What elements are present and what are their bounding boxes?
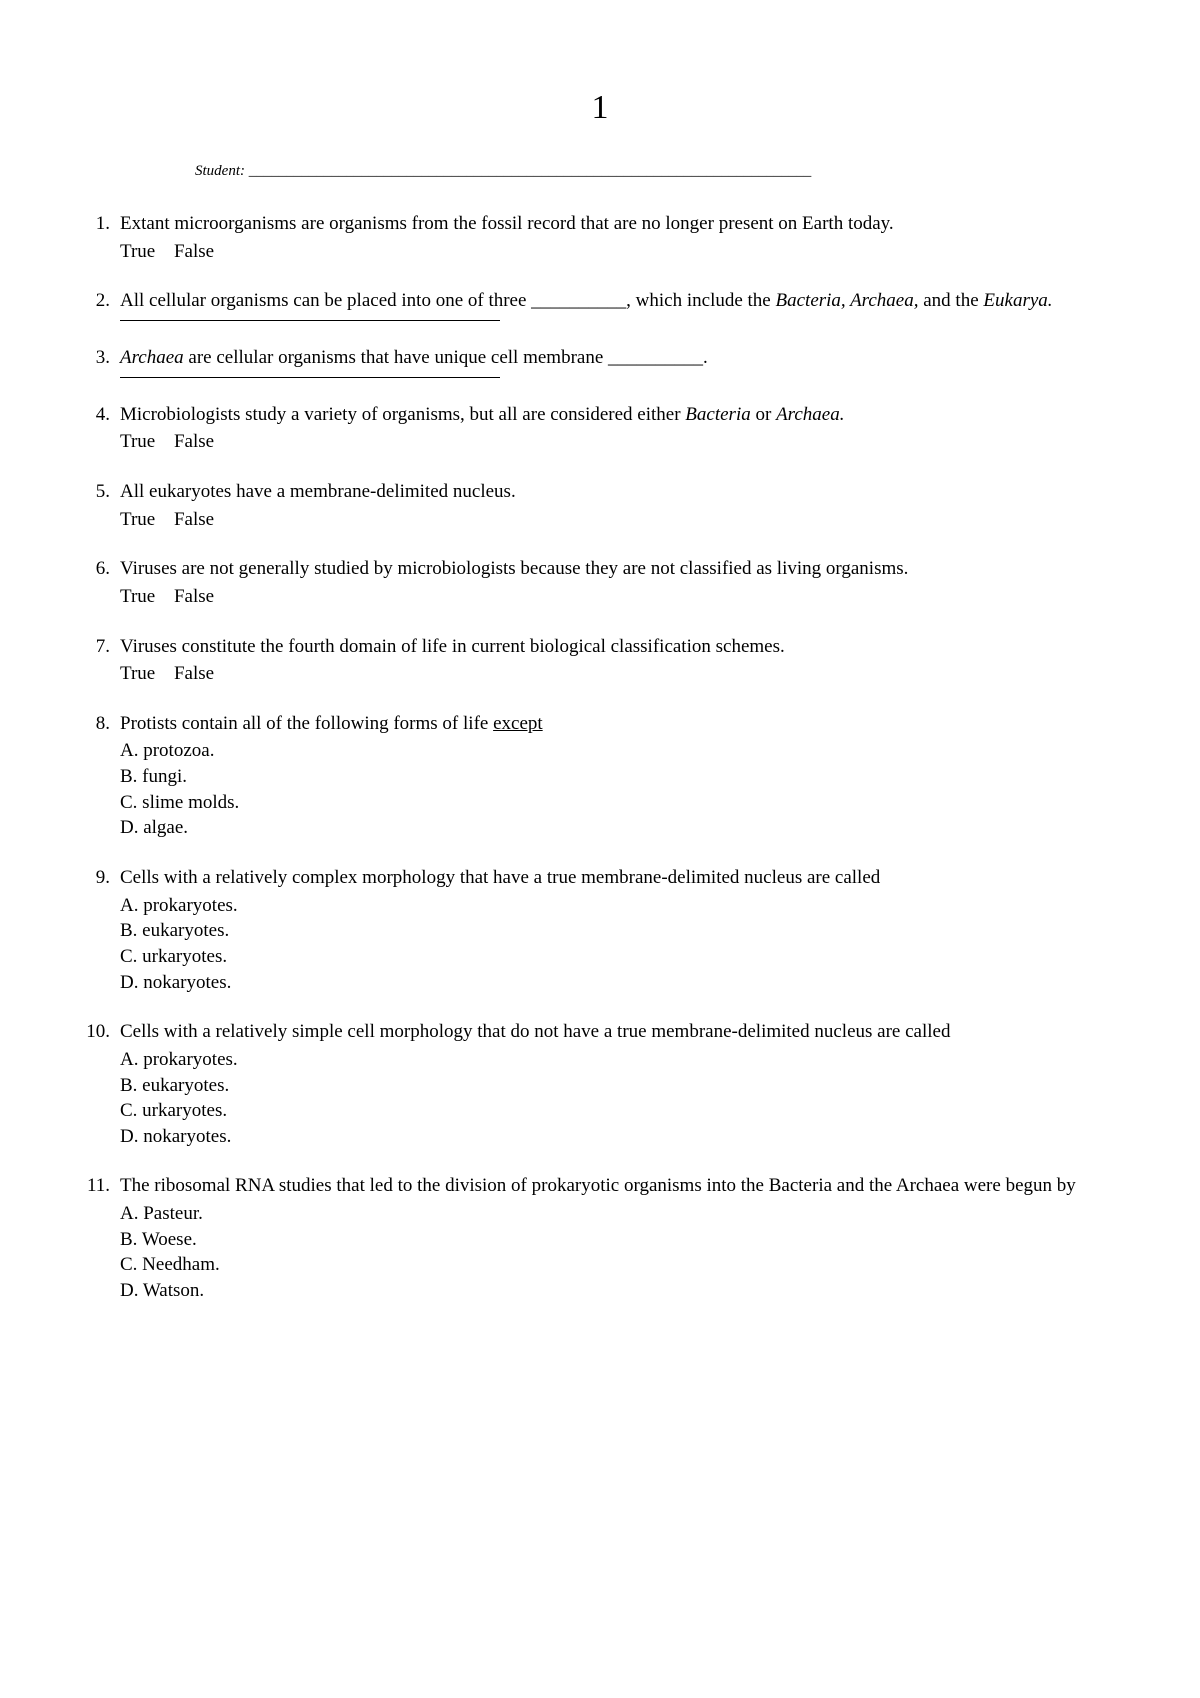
true-false-options: True False <box>120 661 1130 687</box>
text-part: and the <box>919 290 984 311</box>
question-1: Extant microorganisms are organisms from… <box>70 211 1130 264</box>
option-d[interactable]: D. nokaryotes. <box>120 970 1130 996</box>
italic-text: Archaea. <box>776 404 844 425</box>
option-false[interactable]: False <box>174 663 214 684</box>
mc-options: A. Pasteur. B. Woese. C. Needham. D. Wat… <box>120 1201 1130 1304</box>
page-number: 1 <box>70 85 1130 131</box>
true-false-options: True False <box>120 429 1130 455</box>
option-b[interactable]: B. Woese. <box>120 1227 1130 1253</box>
question-text: Viruses are not generally studied by mic… <box>120 556 1130 582</box>
option-c[interactable]: C. urkaryotes. <box>120 1098 1130 1124</box>
option-true[interactable]: True <box>120 663 155 684</box>
option-c[interactable]: C. Needham. <box>120 1252 1130 1278</box>
question-text: Protists contain all of the following fo… <box>120 711 1130 737</box>
question-10: Cells with a relatively simple cell morp… <box>70 1019 1130 1149</box>
student-field-label: Student: _______________________________… <box>195 161 1130 181</box>
question-text: All cellular organisms can be placed int… <box>120 288 1130 314</box>
option-d[interactable]: D. nokaryotes. <box>120 1124 1130 1150</box>
question-6: Viruses are not generally studied by mic… <box>70 556 1130 609</box>
option-b[interactable]: B. fungi. <box>120 764 1130 790</box>
option-true[interactable]: True <box>120 241 155 262</box>
mc-options: A. prokaryotes. B. eukaryotes. C. urkary… <box>120 1047 1130 1150</box>
question-text: Cells with a relatively simple cell morp… <box>120 1019 1130 1045</box>
option-true[interactable]: True <box>120 509 155 530</box>
option-false[interactable]: False <box>174 509 214 530</box>
italic-text: Eukarya. <box>983 290 1052 311</box>
option-d[interactable]: D. algae. <box>120 815 1130 841</box>
question-2: All cellular organisms can be placed int… <box>70 288 1130 321</box>
question-8: Protists contain all of the following fo… <box>70 711 1130 841</box>
option-a[interactable]: A. Pasteur. <box>120 1201 1130 1227</box>
option-a[interactable]: A. prokaryotes. <box>120 893 1130 919</box>
question-5: All eukaryotes have a membrane-delimited… <box>70 479 1130 532</box>
option-true[interactable]: True <box>120 431 155 452</box>
mc-options: A. prokaryotes. B. eukaryotes. C. urkary… <box>120 893 1130 996</box>
question-4: Microbiologists study a variety of organ… <box>70 402 1130 455</box>
question-7: Viruses constitute the fourth domain of … <box>70 634 1130 687</box>
text-part: or <box>751 404 776 425</box>
italic-text: Bacteria, Archaea, <box>776 290 919 311</box>
option-b[interactable]: B. eukaryotes. <box>120 918 1130 944</box>
true-false-options: True False <box>120 239 1130 265</box>
question-3: Archaea are cellular organisms that have… <box>70 345 1130 378</box>
mc-options: A. protozoa. B. fungi. C. slime molds. D… <box>120 738 1130 841</box>
text-part: are cellular organisms that have unique … <box>184 347 708 368</box>
option-c[interactable]: C. slime molds. <box>120 790 1130 816</box>
option-c[interactable]: C. urkaryotes. <box>120 944 1130 970</box>
question-text: Microbiologists study a variety of organ… <box>120 402 1130 428</box>
question-list: Extant microorganisms are organisms from… <box>70 211 1130 1304</box>
option-b[interactable]: B. eukaryotes. <box>120 1073 1130 1099</box>
option-a[interactable]: A. prokaryotes. <box>120 1047 1130 1073</box>
answer-blank-line[interactable] <box>120 320 500 321</box>
option-false[interactable]: False <box>174 431 214 452</box>
question-text: Viruses constitute the fourth domain of … <box>120 634 1130 660</box>
text-part: All cellular organisms can be placed int… <box>120 290 776 311</box>
question-text: Extant microorganisms are organisms from… <box>120 211 1130 237</box>
true-false-options: True False <box>120 584 1130 610</box>
answer-blank-line[interactable] <box>120 377 500 378</box>
option-true[interactable]: True <box>120 586 155 607</box>
text-part: Microbiologists study a variety of organ… <box>120 404 685 425</box>
option-a[interactable]: A. protozoa. <box>120 738 1130 764</box>
underlined-text: except <box>493 713 543 734</box>
option-false[interactable]: False <box>174 586 214 607</box>
italic-text: Archaea <box>120 347 184 368</box>
true-false-options: True False <box>120 507 1130 533</box>
question-text: Cells with a relatively complex morpholo… <box>120 865 1130 891</box>
italic-text: Bacteria <box>685 404 750 425</box>
question-text: Archaea are cellular organisms that have… <box>120 345 1130 371</box>
question-text: The ribosomal RNA studies that led to th… <box>120 1173 1130 1199</box>
option-d[interactable]: D. Watson. <box>120 1278 1130 1304</box>
question-text: All eukaryotes have a membrane-delimited… <box>120 479 1130 505</box>
question-9: Cells with a relatively complex morpholo… <box>70 865 1130 995</box>
text-part: Protists contain all of the following fo… <box>120 713 493 734</box>
option-false[interactable]: False <box>174 241 214 262</box>
question-11: The ribosomal RNA studies that led to th… <box>70 1173 1130 1303</box>
